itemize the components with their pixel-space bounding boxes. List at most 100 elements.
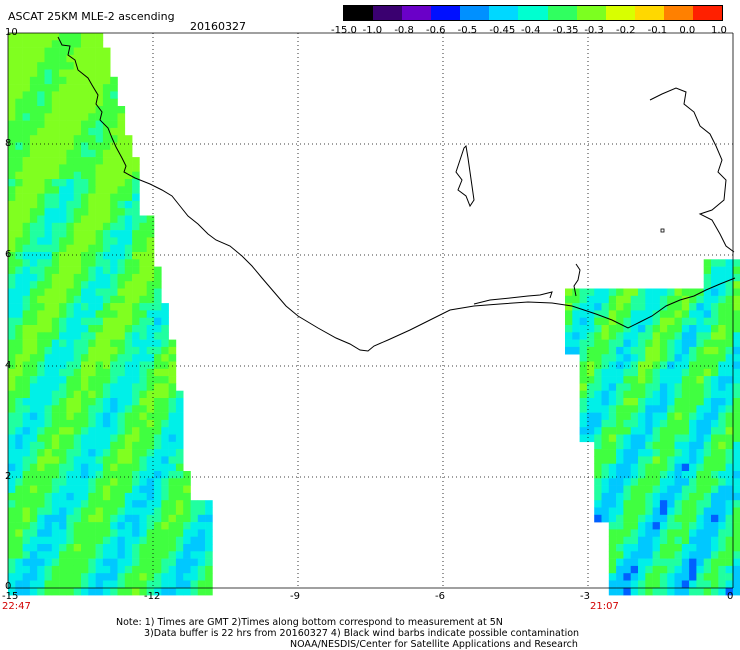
swath-cell bbox=[102, 120, 111, 129]
swath-cell bbox=[81, 179, 89, 187]
swath-cell bbox=[37, 354, 45, 362]
swath-cell bbox=[146, 580, 155, 589]
swath-cell bbox=[95, 62, 104, 70]
swath-cell bbox=[66, 580, 74, 589]
swath-cell bbox=[667, 361, 675, 370]
swath-cell bbox=[44, 492, 53, 501]
swath-cell bbox=[139, 346, 147, 355]
swath-cell bbox=[146, 463, 155, 472]
swath-cell bbox=[703, 449, 712, 457]
swath-cell bbox=[601, 325, 610, 333]
swath-cell bbox=[601, 361, 610, 370]
swath-cell bbox=[146, 478, 155, 486]
swath-cell bbox=[725, 317, 734, 326]
swath-cell bbox=[674, 412, 683, 421]
swath-cell bbox=[15, 368, 23, 377]
swath-cell bbox=[44, 339, 53, 348]
swath-cell bbox=[689, 522, 697, 530]
swath-cell bbox=[37, 434, 45, 443]
swath-cell bbox=[88, 171, 96, 180]
swath-cell bbox=[95, 354, 104, 362]
swath-cell bbox=[124, 244, 133, 253]
swath-cell bbox=[711, 266, 719, 275]
swath-cell bbox=[8, 179, 16, 187]
coastline bbox=[57, 36, 736, 352]
swath-cell bbox=[110, 456, 118, 464]
swath-cell bbox=[110, 383, 118, 391]
swath-cell bbox=[681, 310, 690, 318]
swath-cell bbox=[95, 449, 104, 457]
swath-cell bbox=[711, 310, 719, 318]
swath-cell bbox=[146, 252, 155, 260]
swath-cell bbox=[81, 514, 89, 523]
swath-cell bbox=[703, 471, 712, 479]
swath-cell bbox=[630, 463, 639, 472]
swath-cell bbox=[667, 346, 675, 355]
swath-cell bbox=[711, 288, 719, 297]
swath-cell bbox=[674, 478, 683, 486]
swath-cell bbox=[667, 368, 675, 377]
swath-cell bbox=[616, 354, 624, 362]
swath-cell bbox=[88, 142, 96, 151]
swath-cell bbox=[132, 157, 140, 165]
swath-cell bbox=[696, 514, 704, 523]
swath-cell bbox=[95, 113, 104, 121]
swath-cell bbox=[161, 427, 169, 435]
swath-cell bbox=[124, 288, 133, 297]
swath-cell bbox=[659, 500, 668, 508]
swath-cell bbox=[732, 266, 740, 275]
swath-cell bbox=[110, 135, 118, 143]
swath-cell bbox=[51, 492, 60, 501]
swath-cell bbox=[81, 215, 89, 224]
swath-cell bbox=[638, 529, 646, 537]
swath-cell bbox=[711, 471, 719, 479]
swath-cell bbox=[630, 441, 639, 450]
swath-cell bbox=[22, 281, 31, 289]
swath-cell bbox=[110, 303, 118, 311]
swath-cell bbox=[37, 171, 45, 180]
swath-cell bbox=[197, 544, 206, 552]
swath-cell bbox=[73, 157, 82, 165]
swath-cell bbox=[659, 573, 668, 581]
swath-cell bbox=[51, 237, 60, 245]
swath-cell bbox=[102, 295, 111, 304]
swath-cell bbox=[146, 456, 155, 464]
swath-cell bbox=[81, 237, 89, 245]
swath-cell bbox=[8, 62, 16, 70]
swath-cell bbox=[652, 507, 661, 516]
swath-cell bbox=[15, 98, 23, 107]
swath-cell bbox=[689, 456, 697, 464]
swath-cell bbox=[124, 179, 133, 187]
swath-cell bbox=[44, 135, 53, 143]
swath-cell bbox=[29, 354, 38, 362]
swath-cell bbox=[15, 390, 23, 399]
swath-cell bbox=[73, 529, 82, 537]
swath-cell bbox=[667, 303, 675, 311]
swath-cell bbox=[66, 390, 74, 399]
swath-cell bbox=[15, 449, 23, 457]
swath-cell bbox=[601, 295, 610, 304]
swath-cell bbox=[586, 376, 595, 384]
swath-cell bbox=[66, 288, 74, 297]
swath-cell bbox=[652, 441, 661, 450]
swath-cell bbox=[586, 383, 595, 391]
swath-cell bbox=[22, 40, 31, 48]
swath-cell bbox=[586, 361, 595, 370]
swath-cell bbox=[81, 456, 89, 464]
swath-cell bbox=[132, 412, 140, 421]
swath-cell bbox=[51, 142, 60, 151]
swath-cell bbox=[689, 310, 697, 318]
swath-cell bbox=[102, 164, 111, 172]
swath-cell bbox=[586, 288, 595, 297]
swath-cell bbox=[95, 310, 104, 318]
swath-cell bbox=[132, 514, 140, 523]
swath-cell bbox=[689, 361, 697, 370]
swath-cell bbox=[732, 536, 740, 545]
swath-cell bbox=[132, 441, 140, 450]
swath-cell bbox=[645, 383, 653, 391]
swath-cell bbox=[630, 427, 639, 435]
swath-cell bbox=[725, 587, 734, 596]
swath-cell bbox=[579, 361, 588, 370]
colorbar-segment bbox=[547, 6, 577, 20]
swath-cell bbox=[66, 171, 74, 180]
